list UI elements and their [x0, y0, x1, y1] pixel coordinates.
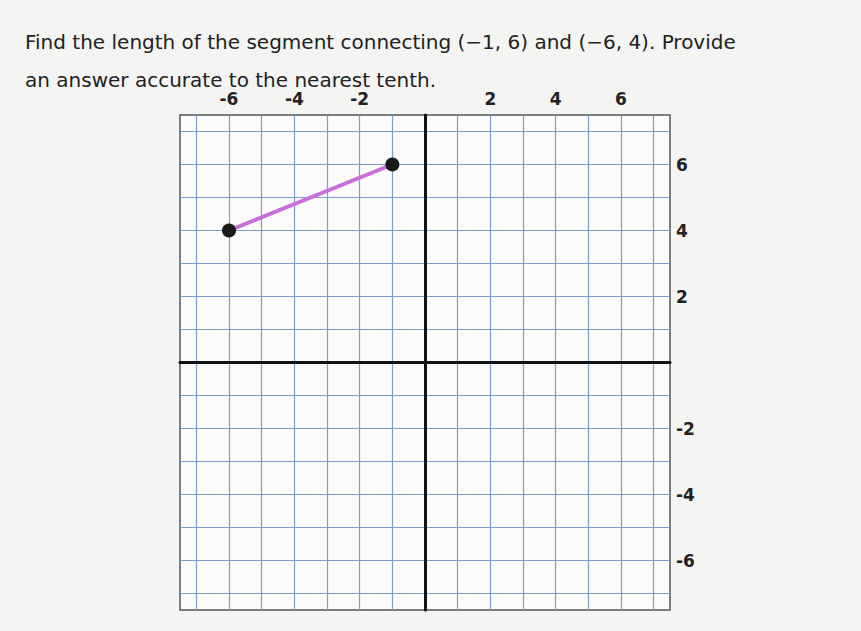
svg-text:Find the length of the segment: Find the length of the segment connectin… — [25, 30, 736, 54]
svg-text:-4: -4 — [676, 485, 695, 505]
svg-text:-2: -2 — [350, 88, 370, 109]
svg-text:-2: -2 — [676, 419, 695, 439]
svg-text:-6: -6 — [219, 88, 239, 109]
svg-text:2: 2 — [676, 287, 688, 307]
svg-text:4: 4 — [676, 221, 688, 241]
svg-text:6: 6 — [615, 89, 627, 109]
svg-text:an answer accurate to the near: an answer accurate to the nearest tenth. — [25, 68, 436, 92]
svg-text:-4: -4 — [284, 88, 304, 109]
svg-text:2: 2 — [484, 89, 496, 109]
svg-text:6: 6 — [676, 155, 688, 175]
svg-text:-6: -6 — [676, 551, 695, 571]
svg-text:4: 4 — [550, 89, 562, 109]
